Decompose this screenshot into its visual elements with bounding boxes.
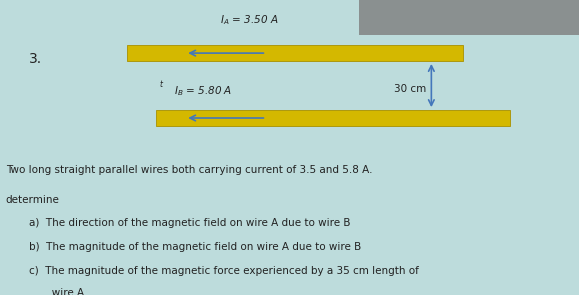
Text: c)  The magnitude of the magnetic force experienced by a 35 cm length of: c) The magnitude of the magnetic force e…	[29, 266, 419, 276]
Text: wire A: wire A	[29, 288, 84, 295]
FancyBboxPatch shape	[156, 110, 510, 126]
Text: determine: determine	[6, 195, 60, 205]
Text: b)  The magnitude of the magnetic field on wire A due to wire B: b) The magnitude of the magnetic field o…	[29, 242, 361, 252]
FancyBboxPatch shape	[127, 45, 463, 61]
Text: Two long straight parallel wires both carrying current of 3.5 and 5.8 A.: Two long straight parallel wires both ca…	[6, 165, 372, 175]
Text: $I_B$ = 5.80 A: $I_B$ = 5.80 A	[174, 85, 232, 98]
Text: a)  The direction of the magnetic field on wire A due to wire B: a) The direction of the magnetic field o…	[29, 218, 350, 228]
Text: t: t	[159, 80, 162, 88]
FancyBboxPatch shape	[359, 0, 579, 35]
Text: 30 cm: 30 cm	[394, 83, 426, 94]
Text: $I_A$ = 3.50 A: $I_A$ = 3.50 A	[220, 13, 278, 27]
Text: 3.: 3.	[29, 52, 42, 66]
